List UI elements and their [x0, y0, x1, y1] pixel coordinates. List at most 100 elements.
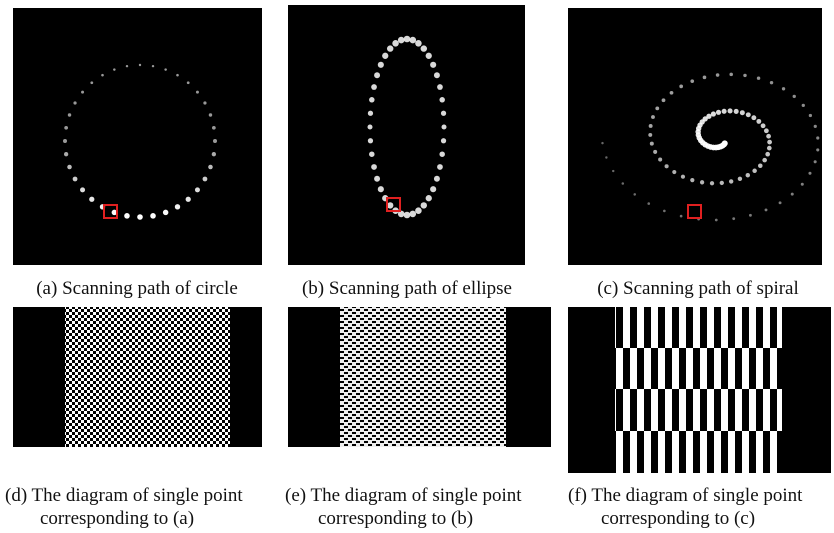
scan-dot — [374, 176, 380, 182]
panel-c — [568, 8, 822, 265]
caption: corresponding to (a) — [40, 508, 194, 529]
scan-dot — [430, 62, 436, 68]
scan-dot — [213, 139, 217, 143]
caption: (d) The diagram of single point — [5, 485, 243, 506]
scan-dot — [371, 164, 377, 170]
scan-dot — [651, 115, 655, 119]
scan-dot — [209, 113, 212, 116]
scan-dot — [711, 111, 716, 116]
scan-dot — [716, 73, 720, 77]
scan-dot — [710, 181, 714, 185]
scan-dot — [662, 98, 666, 102]
scan-dot — [715, 219, 718, 222]
scan-dot — [176, 74, 179, 77]
scan-dot — [762, 158, 767, 163]
scan-dot — [387, 45, 393, 51]
scan-dot — [421, 202, 427, 208]
scan-dot — [137, 214, 143, 220]
scan-dot — [672, 170, 676, 174]
scan-dot — [814, 125, 817, 128]
scan-dot — [437, 164, 443, 170]
scan-dot — [382, 53, 388, 59]
scan-dot — [816, 148, 819, 151]
scan-dot — [126, 65, 128, 67]
scan-dot — [767, 140, 772, 145]
scan-dot — [663, 210, 666, 213]
scan-dot — [681, 175, 685, 179]
scan-dot — [212, 126, 216, 130]
scan-dot — [670, 91, 674, 95]
scan-dot — [801, 183, 804, 186]
caption: (f) The diagram of single point — [568, 485, 803, 506]
scan-dot — [442, 125, 447, 130]
scan-dot — [81, 91, 84, 94]
scan-dot — [113, 68, 115, 70]
scan-dot — [64, 152, 68, 156]
scan-dot — [743, 74, 746, 77]
scan-dot — [665, 164, 669, 168]
scan-dot — [716, 110, 721, 115]
scan-dot — [374, 72, 380, 78]
caption: corresponding to (c) — [601, 508, 755, 529]
scan-dot — [752, 169, 757, 174]
scan-dot — [791, 193, 794, 196]
scan-dot — [196, 91, 199, 94]
scan-dot — [765, 208, 768, 211]
scan-dot — [746, 112, 751, 117]
scan-dot — [90, 81, 93, 84]
figure: (a) Scanning path of circle (b) Scanning… — [0, 0, 834, 533]
scan-dot — [80, 187, 85, 192]
scan-dot — [421, 45, 427, 51]
scan-dot — [622, 182, 625, 185]
scan-dot — [124, 213, 130, 219]
scan-dot — [404, 36, 411, 43]
scan-dot — [758, 163, 763, 168]
panel-a — [13, 8, 262, 265]
scan-dot — [761, 123, 766, 128]
scan-dot — [653, 150, 657, 154]
scan-dot — [720, 181, 724, 185]
scan-dot — [680, 215, 683, 218]
scan-dot — [378, 186, 384, 192]
scan-dot — [746, 173, 750, 177]
scan-dot — [612, 170, 614, 172]
scan-dot — [152, 65, 154, 67]
scan-dot — [605, 156, 607, 158]
pattern — [615, 389, 782, 431]
scan-dot — [426, 53, 432, 59]
scan-dot — [212, 152, 216, 156]
scan-dot — [203, 101, 206, 104]
scan-dot — [369, 97, 374, 102]
scan-dot — [648, 133, 652, 137]
scan-dot — [89, 197, 94, 202]
scan-dot — [756, 119, 761, 124]
scan-dot — [729, 73, 733, 77]
caption: (a) Scanning path of circle — [36, 278, 238, 299]
scan-dot — [729, 179, 733, 183]
scan-dot — [722, 109, 727, 114]
caption: corresponding to (b) — [318, 508, 473, 529]
scan-dot — [751, 115, 756, 120]
scan-dot — [633, 193, 636, 196]
scan-dot — [690, 79, 694, 83]
scan-dot — [441, 138, 446, 143]
scan-dot — [738, 177, 742, 181]
scan-dot — [728, 108, 733, 113]
scan-dot — [802, 104, 805, 107]
scan-dot — [601, 142, 603, 144]
scan-dot — [808, 172, 811, 175]
scan-dot — [368, 125, 373, 130]
scan-dot — [139, 64, 141, 66]
scan-dot — [67, 165, 72, 170]
panel-b — [288, 5, 525, 265]
scan-dot — [814, 160, 817, 163]
scan-dot — [150, 213, 156, 219]
scan-dot — [368, 111, 373, 116]
caption: (b) Scanning path of ellipse — [302, 278, 512, 299]
scan-dot — [175, 204, 180, 209]
scan-dot — [208, 165, 213, 170]
scan-dot — [64, 126, 68, 130]
scan-dot — [409, 37, 416, 44]
scan-dot — [434, 176, 440, 182]
scan-dot — [439, 151, 444, 156]
